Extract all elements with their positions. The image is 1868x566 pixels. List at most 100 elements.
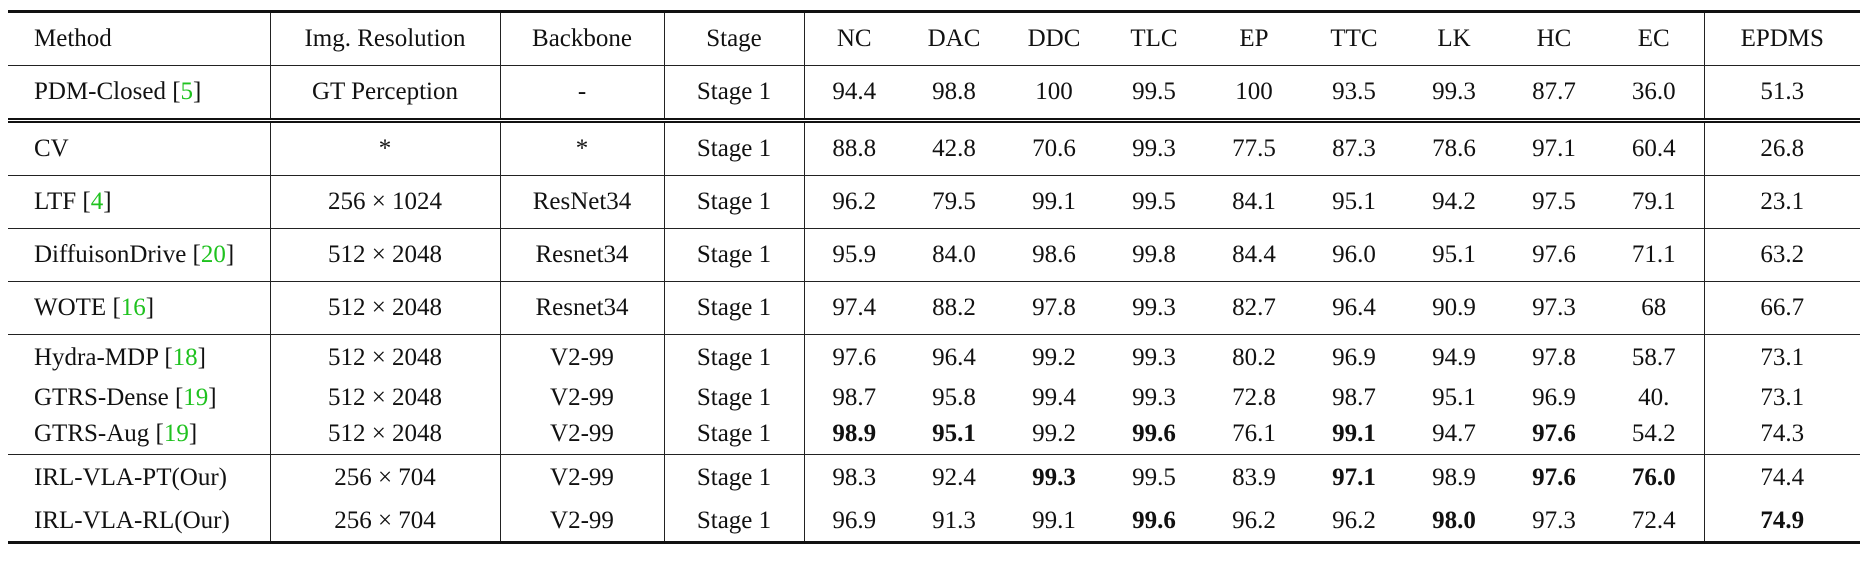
metric-cell-ddc: 70.6 (1004, 120, 1104, 176)
metric-cell-tlc: 99.3 (1104, 281, 1204, 335)
metric-cell-ec: 54.2 (1604, 414, 1705, 455)
metric-cell-ec: 71.1 (1604, 228, 1705, 282)
metric-cell-ep: 76.1 (1204, 414, 1304, 455)
table-row: GTRS-Aug [19] 512 × 2048 V2-99 Stage 1 98.9 9… (8, 414, 1860, 455)
citation-link[interactable]: 20 (200, 241, 226, 268)
method-cell: IRL-VLA-PT(Our) (8, 454, 271, 501)
metric-cell-ddc: 99.4 (1032, 384, 1076, 411)
metric-cell-ec: 76.0 (1604, 454, 1705, 501)
metric-cell-epdms: 66.7 (1704, 281, 1860, 335)
metric-cell-dac: 84.0 (904, 228, 1004, 282)
header-ddc: DDC (1004, 10, 1104, 66)
metric-cell-tlc: 99.6 (1104, 501, 1204, 544)
header-epdms: EPDMS (1704, 10, 1860, 66)
header-resolution: Img. Resolution (270, 10, 501, 66)
metric-cell-epdms: 63.2 (1704, 228, 1860, 282)
resolution-cell: 256 × 1024 (270, 175, 501, 229)
method-name: GTRS-Dense (34, 384, 169, 411)
metric-cell-lk: 99.3 (1404, 65, 1504, 123)
table-row: Hydra-MDP [18] 512 × 2048 V2-99 Stage 1 97.6… (8, 334, 1860, 381)
metric-cell-hc: 87.7 (1504, 65, 1604, 123)
metric-cell-lk: 98.0 (1404, 501, 1504, 544)
metric-cell-epdms: 74.9 (1704, 501, 1860, 544)
table-row: IRL-VLA-RL(Our) 256 × 704 V2-99 Stage 1 96.9… (8, 501, 1860, 544)
method-name: WOTE (34, 294, 107, 321)
metric-cell-ddc: 99.1 (1004, 501, 1104, 544)
metric-cell-ttc: 96.9 (1332, 344, 1376, 371)
metric-cell-ddc: 99.2 (1032, 344, 1076, 371)
method-cell: CV (8, 120, 271, 176)
header-hc: HC (1504, 10, 1604, 66)
metric-cell-dac: 95.8 (932, 384, 976, 411)
citation-link[interactable]: 5 (180, 78, 194, 105)
metric-cell-hc: 97.6 (1504, 414, 1604, 455)
best-value: 98.0 (1432, 507, 1476, 534)
citation-link[interactable]: 19 (163, 420, 189, 447)
backbone-cell: V2-99 (500, 501, 665, 544)
metric-cell-ec: 72.4 (1604, 501, 1705, 544)
resolution-cell: 256 × 704 (270, 501, 501, 544)
metric-cell-hc: 97.6 (1504, 455, 1604, 502)
metric-cell-nc: 98.3 (832, 464, 877, 491)
metric-cell-ep: 80.2 (1232, 344, 1276, 371)
resolution-cell: 512 × 2048 (270, 281, 501, 335)
resolution-cell: * (270, 120, 501, 176)
metric-cell-dac: 92.4 (932, 464, 976, 491)
metric-cell-ddc: 99.3 (1004, 455, 1104, 502)
best-value: 97.1 (1332, 464, 1376, 491)
metric-cell-lk: 95.1 (1432, 384, 1476, 411)
resolution-cell: GT Perception (270, 65, 501, 123)
metric-cell-nc: 96.9 (804, 501, 904, 544)
metric-cell-ddc: 98.6 (1004, 228, 1104, 282)
method-name: LTF (34, 188, 77, 215)
backbone-cell: Resnet34 (500, 281, 665, 335)
stage-cell: Stage 1 (664, 414, 805, 455)
metric-cell-lk: 94.7 (1404, 414, 1504, 455)
method-cell: PDM-Closed [5] (8, 65, 271, 123)
metric-cell-hc: 97.3 (1504, 281, 1604, 335)
metric-cell-dac: 98.8 (904, 65, 1004, 123)
metric-cell-ttc: 95.1 (1304, 175, 1404, 229)
metric-cell-nc: 98.9 (804, 414, 904, 455)
method-name: IRL-VLA-PT(Our) (34, 464, 228, 491)
stage-cell: Stage 1 (664, 65, 805, 123)
stage-cell: Stage 1 (664, 120, 805, 176)
citation-link[interactable]: 4 (90, 188, 104, 215)
best-value: 99.3 (1032, 464, 1076, 491)
header-stage: Stage (664, 10, 805, 66)
metric-cell-lk: 95.1 (1404, 228, 1504, 282)
method-cell: IRL-VLA-RL(Our) (8, 501, 271, 544)
method-cell: WOTE [16] (8, 281, 271, 335)
metric-cell-epdms: 26.8 (1704, 120, 1860, 176)
best-value: 74.9 (1760, 507, 1805, 534)
metric-cell-tlc: 99.3 (1132, 344, 1176, 371)
citation-link[interactable]: 19 (183, 384, 209, 411)
backbone-cell: ResNet34 (500, 175, 665, 229)
table-row: WOTE [16] 512 × 2048 Resnet34 Stage 1 97.4 88… (8, 281, 1860, 335)
metric-cell-nc: 88.8 (804, 120, 904, 176)
best-value: 95.1 (932, 420, 976, 447)
metric-cell-tlc: 99.5 (1104, 175, 1204, 229)
metric-cell-ep: 82.7 (1204, 281, 1304, 335)
metric-cell-ttc: 96.0 (1304, 228, 1404, 282)
metric-cell-epdms: 74.4 (1760, 464, 1805, 491)
header-method: Method (8, 10, 271, 66)
table-row: GTRS-Dense [19] 512 × 2048 V2-99 Stage 1 98.… (8, 381, 1860, 414)
stage-cell: Stage 1 (664, 501, 805, 544)
metric-cell-ep: 96.2 (1204, 501, 1304, 544)
citation-link[interactable]: 16 (120, 294, 146, 321)
header-ep: EP (1204, 10, 1304, 66)
metric-cell-ep: 77.5 (1204, 120, 1304, 176)
metric-cell-epdms: 23.1 (1704, 175, 1860, 229)
metric-cell-ep: 100 (1204, 65, 1304, 123)
stage-cell: Stage 1 (664, 334, 805, 381)
metric-cell-dac: 88.2 (904, 281, 1004, 335)
citation-link[interactable]: 18 (172, 344, 198, 371)
table-row: DiffuisonDrive [20] 512 × 2048 Resnet34 Sta… (8, 228, 1860, 282)
table-row: PDM-Closed [5] GT Perception - Stage 1 94.4 9… (8, 65, 1860, 123)
method-name: PDM-Closed (34, 78, 166, 105)
metric-cell-nc: 94.4 (804, 65, 904, 123)
metric-cell-epdms: 73.1 (1760, 384, 1805, 411)
metric-cell-ddc: 100 (1004, 65, 1104, 123)
metric-cell-hc: 97.6 (1504, 228, 1604, 282)
